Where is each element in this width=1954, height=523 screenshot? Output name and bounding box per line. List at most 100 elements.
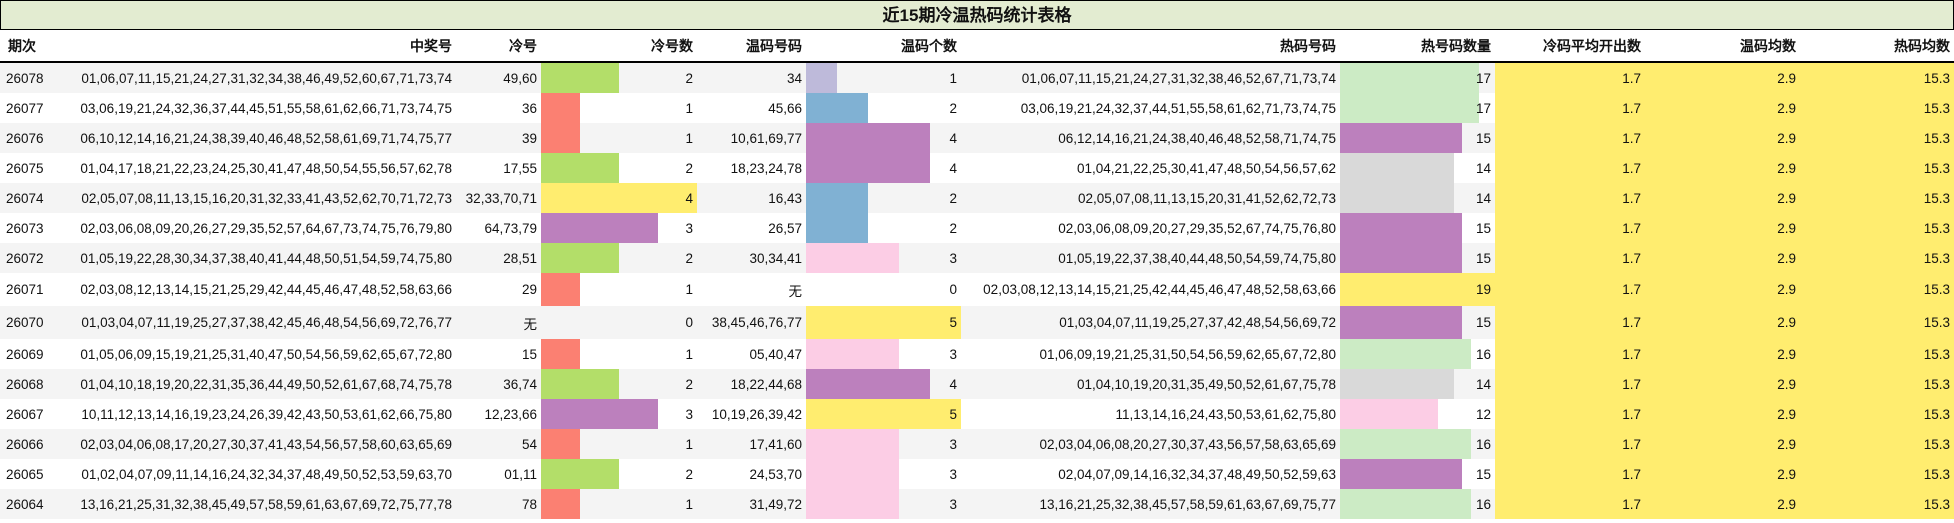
warm-count-cell[interactable]: 5 xyxy=(806,306,961,339)
cold-count-cell[interactable]: 0 xyxy=(541,306,697,339)
warm-count-cell[interactable]: 2 xyxy=(806,213,961,243)
hot-avg-cell[interactable]: 15.3 xyxy=(1800,183,1954,213)
hot-numbers-cell[interactable]: 03,06,19,21,24,32,37,44,51,55,58,61,62,7… xyxy=(1020,100,1336,116)
warm-numbers-cell[interactable]: 05,40,47 xyxy=(749,346,802,362)
hot-avg-cell[interactable]: 15.3 xyxy=(1800,93,1954,123)
hot-numbers-cell[interactable]: 01,03,04,07,11,19,25,27,37,42,48,54,56,6… xyxy=(961,306,1340,339)
cold-numbers-cell[interactable]: 无 xyxy=(456,306,541,339)
warm-count-cell[interactable]: 5 xyxy=(806,399,961,429)
cold-numbers-cell[interactable]: 17,55 xyxy=(503,160,537,176)
cold-count-cell[interactable]: 1 xyxy=(541,429,697,459)
header-cold-avg[interactable]: 冷码平均开出数 xyxy=(1495,30,1645,63)
hot-numbers-cell[interactable]: 02,03,06,08,09,20,27,29,35,52,67,74,75,7… xyxy=(1058,220,1336,236)
hot-count-cell[interactable]: 15 xyxy=(1340,123,1495,153)
issue-cell[interactable]: 26073 xyxy=(6,220,44,236)
warm-avg-cell[interactable]: 2.9 xyxy=(1645,62,1800,93)
cold-count-cell[interactable]: 4 xyxy=(541,183,697,213)
winning-numbers-cell[interactable]: 13,16,21,25,31,32,38,45,49,57,58,59,61,6… xyxy=(56,489,456,519)
hot-numbers-cell[interactable]: 06,12,14,16,21,24,38,40,46,48,52,58,71,7… xyxy=(961,123,1340,153)
hot-count-cell[interactable]: 15 xyxy=(1340,459,1495,489)
warm-numbers-cell[interactable]: 34 xyxy=(697,62,806,93)
issue-cell[interactable]: 26075 xyxy=(6,160,44,176)
issue-cell[interactable]: 26070 xyxy=(0,306,56,339)
cold-numbers-cell[interactable]: 15 xyxy=(521,346,537,362)
warm-numbers-cell[interactable]: 31,49,72 xyxy=(697,489,806,519)
cold-numbers-cell[interactable]: 49,60 xyxy=(456,62,541,93)
warm-numbers-cell[interactable]: 16,43 xyxy=(697,183,806,213)
hot-count-cell[interactable]: 17 xyxy=(1340,93,1495,123)
hot-count-cell[interactable]: 16 xyxy=(1340,429,1495,459)
warm-avg-cell[interactable]: 2.9 xyxy=(1645,306,1800,339)
winning-numbers-cell[interactable]: 02,05,07,08,11,13,15,16,20,31,32,33,41,4… xyxy=(56,183,456,213)
warm-numbers-cell[interactable]: 10,19,26,39,42 xyxy=(711,406,802,422)
warm-avg-cell[interactable]: 2.9 xyxy=(1645,273,1800,306)
warm-numbers-cell[interactable]: 18,23,24,78 xyxy=(730,160,802,176)
winning-numbers-cell[interactable]: 02,03,08,12,13,14,15,21,25,29,42,44,45,4… xyxy=(80,282,452,297)
cold-count-cell[interactable]: 2 xyxy=(541,153,697,183)
warm-numbers-cell[interactable]: 45,66 xyxy=(768,100,802,116)
header-warm-avg[interactable]: 温码均数 xyxy=(1645,30,1800,63)
table-row[interactable]: 26068 01,04,10,18,19,20,22,31,35,36,44,49… xyxy=(0,369,1954,399)
hot-numbers-cell[interactable]: 01,04,10,19,20,31,35,49,50,52,61,67,75,7… xyxy=(961,369,1340,399)
warm-avg-cell[interactable]: 2.9 xyxy=(1645,243,1800,273)
warm-count-cell[interactable]: 2 xyxy=(806,183,961,213)
warm-numbers-cell[interactable]: 17,41,60 xyxy=(697,429,806,459)
warm-numbers-cell[interactable]: 26,57 xyxy=(768,220,802,236)
winning-numbers-cell[interactable]: 01,05,06,09,15,19,21,25,31,40,47,50,54,5… xyxy=(80,346,452,362)
cold-count-cell[interactable]: 2 xyxy=(541,369,697,399)
hot-avg-cell[interactable]: 15.3 xyxy=(1800,369,1954,399)
issue-cell[interactable]: 26068 xyxy=(0,369,56,399)
winning-numbers-cell[interactable]: 02,03,06,08,09,20,26,27,29,35,52,57,64,6… xyxy=(80,220,452,236)
warm-count-cell[interactable]: 4 xyxy=(806,153,961,183)
hot-avg-cell[interactable]: 15.3 xyxy=(1800,153,1954,183)
hot-count-cell[interactable]: 14 xyxy=(1340,153,1495,183)
header-warm-count[interactable]: 温码个数 xyxy=(806,30,961,63)
cold-count-cell[interactable]: 3 xyxy=(541,213,697,243)
warm-count-cell[interactable]: 3 xyxy=(806,429,961,459)
table-row[interactable]: 26071 02,03,08,12,13,14,15,21,25,29,42,44… xyxy=(0,273,1954,306)
hot-numbers-cell[interactable]: 02,04,07,09,14,16,32,34,37,48,49,50,52,5… xyxy=(1058,466,1336,482)
issue-cell[interactable]: 26077 xyxy=(6,100,44,116)
hot-count-cell[interactable]: 17 xyxy=(1340,62,1495,93)
cold-count-cell[interactable]: 1 xyxy=(541,93,697,123)
cold-avg-cell[interactable]: 1.7 xyxy=(1495,489,1645,519)
hot-numbers-cell[interactable]: 01,04,21,22,25,30,41,47,48,50,54,56,57,6… xyxy=(1077,160,1336,176)
issue-cell[interactable]: 26067 xyxy=(6,406,44,422)
cold-numbers-cell[interactable]: 12,23,66 xyxy=(484,406,537,422)
hot-avg-cell[interactable]: 15.3 xyxy=(1800,399,1954,429)
warm-count-cell[interactable]: 4 xyxy=(806,369,961,399)
cold-numbers-cell[interactable]: 28,51 xyxy=(456,243,541,273)
warm-count-cell[interactable]: 2 xyxy=(806,93,961,123)
hot-count-cell[interactable]: 16 xyxy=(1340,489,1495,519)
warm-avg-cell[interactable]: 2.9 xyxy=(1645,183,1800,213)
warm-count-cell[interactable]: 3 xyxy=(806,459,961,489)
warm-avg-cell[interactable]: 2.9 xyxy=(1645,369,1800,399)
header-winning[interactable]: 中奖号 xyxy=(56,30,456,63)
cold-avg-cell[interactable]: 1.7 xyxy=(1495,243,1645,273)
cold-avg-cell[interactable]: 1.7 xyxy=(1495,153,1645,183)
winning-numbers-cell[interactable]: 10,11,12,13,14,16,19,23,24,26,39,42,43,5… xyxy=(81,406,452,422)
cold-numbers-cell[interactable]: 64,73,79 xyxy=(484,220,537,236)
issue-cell[interactable]: 26072 xyxy=(0,243,56,273)
cold-count-cell[interactable]: 2 xyxy=(541,62,697,93)
table-row[interactable]: 26064 13,16,21,25,31,32,38,45,49,57,58,59… xyxy=(0,489,1954,519)
warm-numbers-cell[interactable]: 无 xyxy=(788,283,803,299)
warm-numbers-cell[interactable]: 18,22,44,68 xyxy=(697,369,806,399)
table-row[interactable]: 26074 02,05,07,08,11,13,15,16,20,31,32,33… xyxy=(0,183,1954,213)
table-row[interactable]: 26075 01,04,17,18,21,22,23,24,25,30,41,47… xyxy=(0,153,1954,183)
cold-avg-cell[interactable]: 1.7 xyxy=(1495,213,1645,243)
table-row[interactable]: 26066 02,03,04,06,08,17,20,27,30,37,41,43… xyxy=(0,429,1954,459)
table-row[interactable]: 26065 01,02,04,07,09,11,14,16,24,32,34,37… xyxy=(0,459,1954,489)
cold-numbers-cell[interactable]: 36,74 xyxy=(456,369,541,399)
issue-cell[interactable]: 26076 xyxy=(0,123,56,153)
hot-avg-cell[interactable]: 15.3 xyxy=(1800,123,1954,153)
table-row[interactable]: 26076 06,10,12,14,16,21,24,38,39,40,46,48… xyxy=(0,123,1954,153)
warm-avg-cell[interactable]: 2.9 xyxy=(1645,153,1800,183)
hot-avg-cell[interactable]: 15.3 xyxy=(1800,213,1954,243)
cold-avg-cell[interactable]: 1.7 xyxy=(1495,459,1645,489)
winning-numbers-cell[interactable]: 01,05,19,22,28,30,34,37,38,40,41,44,48,5… xyxy=(56,243,456,273)
winning-numbers-cell[interactable]: 01,04,10,18,19,20,22,31,35,36,44,49,50,5… xyxy=(56,369,456,399)
cold-count-cell[interactable]: 2 xyxy=(541,459,697,489)
cold-numbers-cell[interactable]: 78 xyxy=(456,489,541,519)
issue-cell[interactable]: 26071 xyxy=(6,282,44,297)
